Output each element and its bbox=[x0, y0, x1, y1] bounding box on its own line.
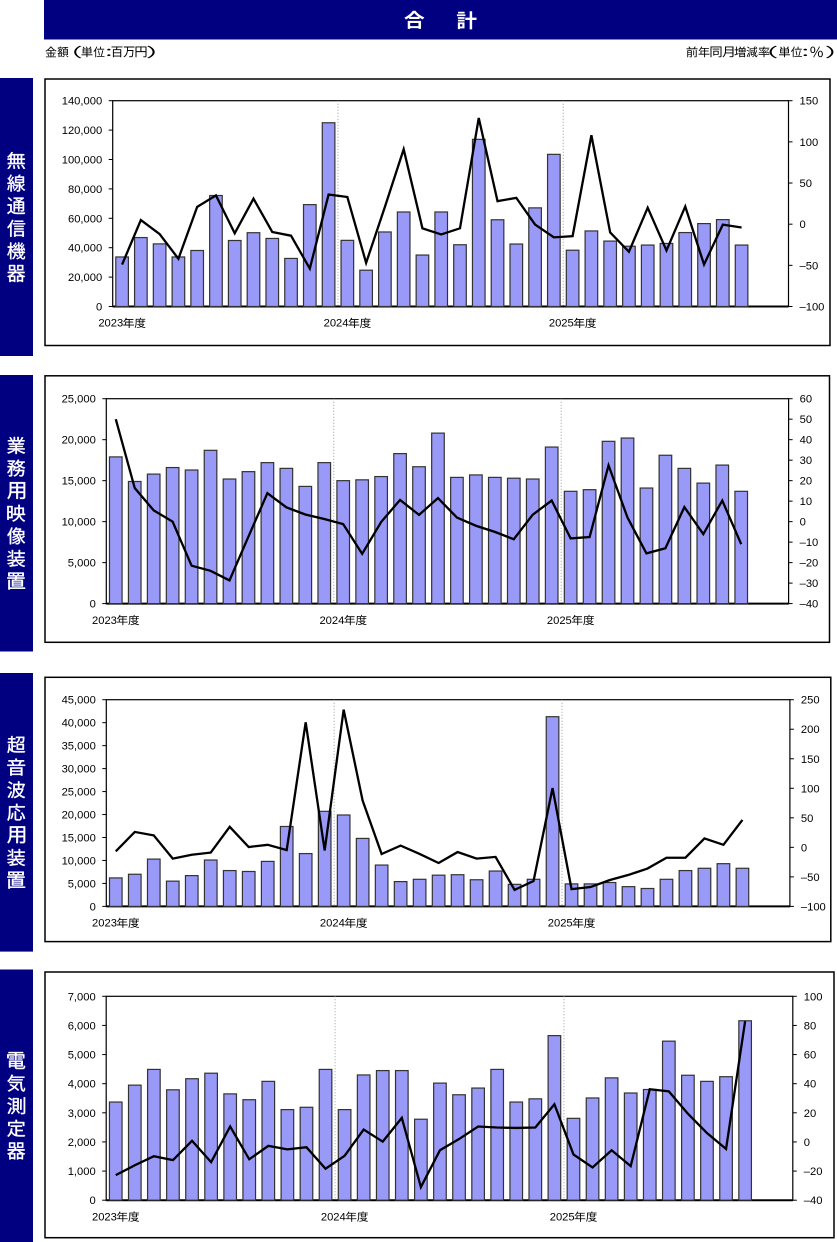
svg-text:–40: –40 bbox=[804, 1195, 823, 1207]
svg-text:2024: 2024 bbox=[321, 1211, 346, 1223]
svg-text:2024: 2024 bbox=[324, 318, 349, 330]
svg-text:40,000: 40,000 bbox=[62, 718, 96, 730]
svg-text:20,000: 20,000 bbox=[62, 810, 96, 822]
svg-text:25,000: 25,000 bbox=[62, 394, 96, 406]
svg-text:5,000: 5,000 bbox=[68, 1050, 96, 1062]
svg-text:–100: –100 bbox=[800, 302, 825, 314]
svg-text:200: 200 bbox=[801, 724, 820, 736]
svg-text:35,000: 35,000 bbox=[62, 741, 96, 753]
svg-text:150: 150 bbox=[801, 754, 820, 766]
svg-text:15,000: 15,000 bbox=[62, 833, 96, 845]
svg-text:0: 0 bbox=[90, 599, 96, 611]
svg-text:0: 0 bbox=[801, 842, 807, 854]
svg-text:2023: 2023 bbox=[92, 918, 117, 930]
svg-text:2,000: 2,000 bbox=[68, 1137, 96, 1149]
svg-text:20,000: 20,000 bbox=[62, 435, 96, 447]
svg-text:–50: –50 bbox=[800, 260, 819, 272]
svg-text:0: 0 bbox=[804, 1137, 810, 1149]
svg-text:3,000: 3,000 bbox=[68, 1108, 96, 1120]
svg-text:20: 20 bbox=[800, 476, 812, 488]
svg-text:–100: –100 bbox=[801, 901, 826, 913]
svg-text:2023: 2023 bbox=[92, 1211, 117, 1223]
svg-text:6,000: 6,000 bbox=[68, 1020, 96, 1032]
svg-text:60,000: 60,000 bbox=[68, 213, 102, 225]
svg-text:–20: –20 bbox=[800, 558, 819, 570]
svg-text:0: 0 bbox=[89, 1195, 95, 1207]
svg-text:40: 40 bbox=[804, 1079, 816, 1091]
svg-text:40,000: 40,000 bbox=[68, 243, 102, 255]
svg-text:20: 20 bbox=[804, 1108, 816, 1120]
svg-text:–40: –40 bbox=[800, 599, 819, 611]
svg-text:5,000: 5,000 bbox=[68, 558, 96, 570]
svg-text:80,000: 80,000 bbox=[68, 184, 102, 196]
svg-text:60: 60 bbox=[800, 394, 812, 406]
svg-text:2025: 2025 bbox=[548, 918, 573, 930]
svg-text:60: 60 bbox=[804, 1050, 816, 1062]
svg-text:50: 50 bbox=[800, 414, 812, 426]
svg-text:–30: –30 bbox=[800, 578, 819, 590]
svg-text:10: 10 bbox=[800, 496, 812, 508]
svg-text:2025: 2025 bbox=[550, 1211, 575, 1223]
svg-text:0: 0 bbox=[800, 219, 806, 231]
svg-text:20,000: 20,000 bbox=[68, 272, 102, 284]
svg-text:30,000: 30,000 bbox=[62, 764, 96, 776]
svg-text:4,000: 4,000 bbox=[68, 1079, 96, 1091]
svg-text:–10: –10 bbox=[800, 537, 819, 549]
svg-text:2023: 2023 bbox=[92, 615, 117, 627]
svg-text:1,000: 1,000 bbox=[68, 1166, 96, 1178]
svg-text:–50: –50 bbox=[801, 872, 820, 884]
svg-text:100: 100 bbox=[800, 137, 819, 149]
svg-text:0: 0 bbox=[800, 517, 806, 529]
svg-text:25,000: 25,000 bbox=[62, 787, 96, 799]
svg-text:5,000: 5,000 bbox=[68, 878, 96, 890]
svg-text:2025: 2025 bbox=[547, 615, 572, 627]
svg-text:45,000: 45,000 bbox=[62, 695, 96, 707]
svg-text:140,000: 140,000 bbox=[62, 96, 102, 108]
svg-text:50: 50 bbox=[801, 813, 813, 825]
svg-text:30: 30 bbox=[800, 455, 812, 467]
svg-text:15,000: 15,000 bbox=[62, 476, 96, 488]
svg-text:100,000: 100,000 bbox=[62, 155, 102, 167]
svg-text:–20: –20 bbox=[804, 1166, 823, 1178]
svg-text:7,000: 7,000 bbox=[68, 991, 96, 1003]
svg-text:40: 40 bbox=[800, 435, 812, 447]
svg-text:120,000: 120,000 bbox=[62, 125, 102, 137]
svg-text:2023: 2023 bbox=[98, 318, 123, 330]
svg-text:100: 100 bbox=[804, 991, 823, 1003]
svg-text:50: 50 bbox=[800, 178, 812, 190]
svg-text:2024: 2024 bbox=[320, 918, 345, 930]
svg-text:10,000: 10,000 bbox=[62, 855, 96, 867]
svg-text:80: 80 bbox=[804, 1020, 816, 1032]
svg-text:2024: 2024 bbox=[319, 615, 344, 627]
svg-text:150: 150 bbox=[800, 96, 819, 108]
svg-text:0: 0 bbox=[96, 302, 102, 314]
svg-text:0: 0 bbox=[90, 901, 96, 913]
svg-text:2025: 2025 bbox=[549, 318, 574, 330]
svg-text:100: 100 bbox=[801, 783, 820, 795]
svg-text:10,000: 10,000 bbox=[62, 517, 96, 529]
svg-text:250: 250 bbox=[801, 695, 820, 707]
